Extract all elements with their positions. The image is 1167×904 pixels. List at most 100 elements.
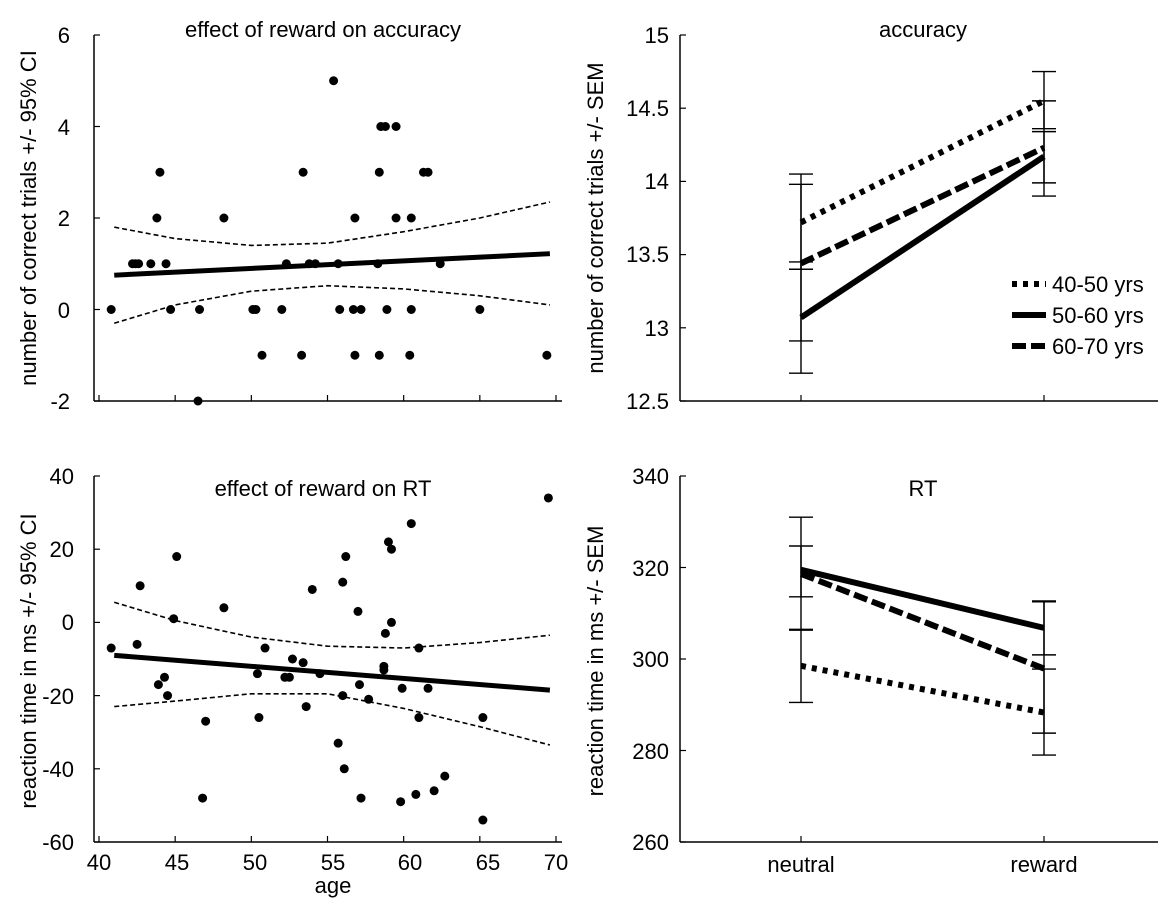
series-line xyxy=(799,154,1046,321)
data-point xyxy=(161,259,171,269)
data-point xyxy=(297,350,307,360)
data-point xyxy=(354,680,364,690)
y-tick-label: 300 xyxy=(632,647,669,672)
data-point xyxy=(386,617,396,627)
y-tick-label: -2 xyxy=(50,389,70,414)
data-point xyxy=(257,350,267,360)
legend-label: 50-60 yrs xyxy=(1052,303,1144,328)
data-point xyxy=(440,771,450,781)
data-point xyxy=(391,213,401,223)
series-line xyxy=(799,571,1046,672)
x-tick-label: reward xyxy=(1010,852,1077,877)
data-point xyxy=(169,614,179,624)
data-point xyxy=(329,76,339,86)
x-axis-label: age xyxy=(315,873,352,898)
x-tick-labels: neutral reward xyxy=(767,852,1077,877)
data-point xyxy=(333,738,343,748)
y-tick-labels: 12.5 13 13.5 14 14.5 15 xyxy=(626,23,669,414)
y-axis-label: number of correct trials +/- SEM xyxy=(583,62,608,373)
data-point xyxy=(414,643,424,653)
data-point xyxy=(350,213,360,223)
y-tick-labels: -60 -40 -20 0 20 40 xyxy=(42,464,74,855)
data-point xyxy=(134,259,144,269)
data-point xyxy=(391,122,401,131)
data-point xyxy=(478,815,488,825)
data-point xyxy=(155,167,165,177)
series-line xyxy=(799,98,1046,226)
data-point xyxy=(135,581,145,591)
y-tick-label: 13.5 xyxy=(626,242,669,267)
x-tick-label: 65 xyxy=(476,850,500,875)
data-point xyxy=(380,628,390,638)
legend: 40-50 yrs 50-60 yrs 60-70 yrs xyxy=(1012,272,1144,359)
data-point xyxy=(353,606,363,616)
data-point xyxy=(106,305,116,314)
data-point xyxy=(172,552,182,562)
data-point xyxy=(335,305,345,314)
data-point xyxy=(163,691,173,701)
y-tick-labels: -2 0 2 4 6 xyxy=(50,23,70,414)
x-tick-label: 55 xyxy=(321,850,345,875)
data-point xyxy=(152,213,162,223)
panel-title: effect of reward on RT xyxy=(215,476,432,501)
y-tick-labels: 260 280 300 320 340 xyxy=(632,464,669,855)
data-point xyxy=(146,259,156,269)
legend-label: 40-50 yrs xyxy=(1052,272,1144,297)
data-point xyxy=(333,259,343,269)
ci-upper-line xyxy=(114,201,551,247)
data-point xyxy=(338,577,348,587)
series-line xyxy=(800,566,1045,631)
data-point xyxy=(406,519,416,529)
data-point xyxy=(254,713,264,723)
data-point xyxy=(414,713,424,723)
data-point xyxy=(350,350,360,360)
data-point xyxy=(198,793,208,803)
data-point xyxy=(166,305,176,314)
panel-title: effect of reward on accuracy xyxy=(185,17,461,42)
regression-line xyxy=(114,251,551,278)
ci-lower-line xyxy=(114,692,551,746)
data-point xyxy=(364,694,374,704)
data-point xyxy=(356,305,366,314)
data-point xyxy=(219,213,229,223)
data-point xyxy=(106,643,116,653)
y-tick-label: 0 xyxy=(62,610,74,635)
series-line xyxy=(799,145,1046,267)
panel-title: RT xyxy=(909,476,938,501)
data-point xyxy=(153,680,163,690)
y-tick-label: -40 xyxy=(42,757,74,782)
y-tick-label: 14 xyxy=(645,169,669,194)
series-line xyxy=(800,662,1045,716)
data-point xyxy=(315,669,325,679)
data-point xyxy=(423,683,433,693)
data-point xyxy=(382,305,392,314)
data-point xyxy=(411,789,421,799)
y-axis-label: number of correct trials +/- 95% CI xyxy=(16,50,41,386)
y-axis-label: reaction time in ms +/- SEM xyxy=(583,526,608,797)
y-tick-label: 280 xyxy=(632,739,669,764)
data-point xyxy=(195,305,205,314)
y-tick-label: 0 xyxy=(58,298,70,323)
data-point xyxy=(339,764,349,774)
x-tick-label: 45 xyxy=(165,850,189,875)
y-tick-label: 320 xyxy=(632,556,669,581)
data-point xyxy=(252,669,262,679)
data-point xyxy=(301,702,311,712)
y-axis-label: reaction time in ms +/- 95% CI xyxy=(16,513,41,808)
panel-accuracy-effect: effect of reward on accuracy number of c… xyxy=(16,17,562,414)
data-point xyxy=(374,167,384,177)
data-point xyxy=(219,603,229,613)
data-point xyxy=(348,305,358,314)
data-point xyxy=(429,786,439,796)
data-point xyxy=(307,584,317,594)
data-point xyxy=(201,716,211,726)
panel-rt: RT reaction time in ms +/- SEM 260 280 3… xyxy=(583,464,1158,877)
y-tick-label: 260 xyxy=(632,830,669,855)
y-tick-label: 20 xyxy=(50,537,74,562)
data-point xyxy=(406,213,416,223)
data-point xyxy=(543,493,553,503)
data-point xyxy=(277,305,287,314)
data-point xyxy=(338,691,348,701)
ci-upper-line xyxy=(114,601,550,649)
